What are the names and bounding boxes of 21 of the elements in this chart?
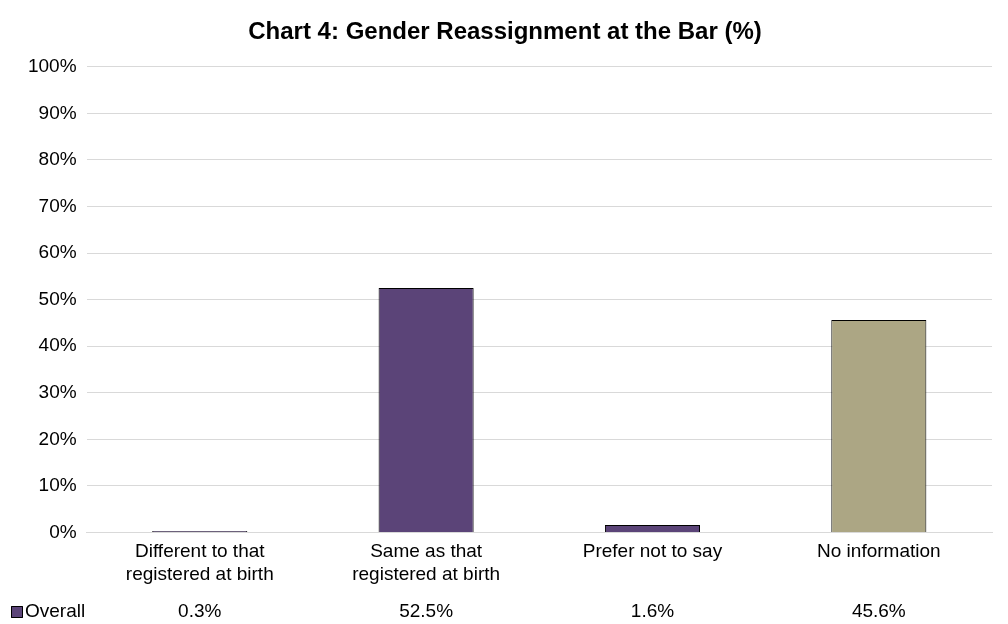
y-tick-label: 20% bbox=[38, 427, 77, 449]
data-label: 45.6% bbox=[851, 600, 906, 622]
y-tick-label: 100% bbox=[27, 55, 77, 77]
chart-title: Chart 4: Gender Reassignment at the Bar (%) bbox=[248, 17, 762, 45]
x-tick-label: Same as that registered at birth bbox=[352, 540, 501, 584]
y-tick-label: 0% bbox=[49, 520, 77, 542]
data-label: 0.3% bbox=[178, 600, 222, 622]
y-tick-label: 10% bbox=[38, 474, 77, 496]
legend-label: Overall bbox=[25, 600, 86, 622]
x-tick-label: Prefer not to say bbox=[582, 540, 723, 562]
y-tick-label: 40% bbox=[38, 334, 77, 356]
y-tick-label: 50% bbox=[38, 287, 77, 309]
y-tick-label: 90% bbox=[38, 101, 77, 123]
y-tick-label: 30% bbox=[38, 380, 77, 402]
y-tick-label: 60% bbox=[38, 241, 77, 263]
y-tick-label: 70% bbox=[38, 194, 77, 216]
y-tick-label: 80% bbox=[38, 148, 77, 170]
data-label: 1.6% bbox=[630, 600, 675, 622]
x-tick-label: No information bbox=[817, 540, 941, 562]
data-label: 52.5% bbox=[399, 600, 454, 622]
x-tick-label: Different to that registered at birth bbox=[125, 540, 274, 584]
